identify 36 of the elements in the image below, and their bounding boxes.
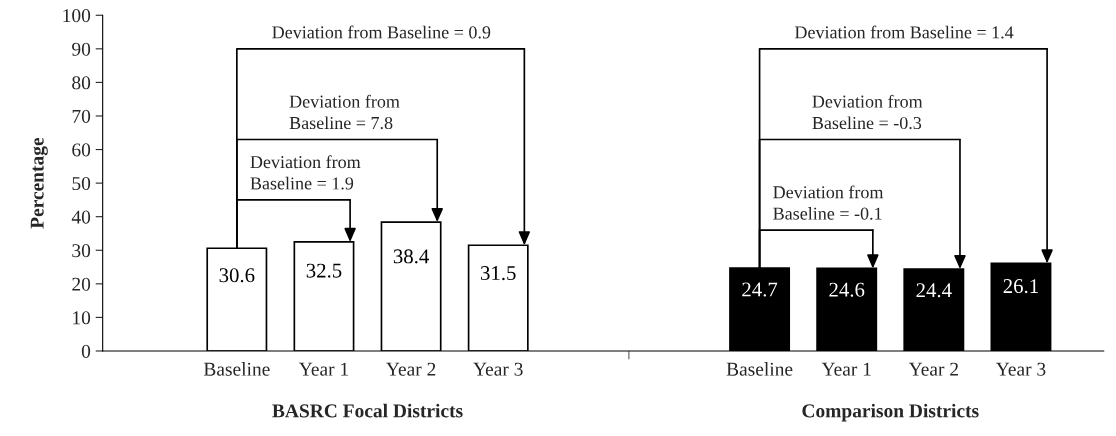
x-tick-label: Baseline: [726, 362, 793, 376]
y-tick-label: 10: [73, 311, 91, 325]
data-label: 24.7: [742, 282, 778, 297]
y-tick-label: 80: [72, 76, 91, 90]
data-label: 30.6: [219, 268, 255, 283]
x-tick-label: Year 1: [298, 362, 349, 376]
y-tick-label: 20: [72, 277, 91, 291]
annotation: Deviation from Baseline = 7.8: [289, 94, 400, 130]
x-tick-label: Year 1: [821, 362, 871, 376]
y-tick-label: 40: [71, 210, 91, 224]
data-label: 26.1: [1003, 279, 1038, 294]
y-tick-label: 100: [63, 9, 91, 23]
annotation: Deviation from Baseline = 0.9: [272, 25, 491, 39]
y-tick-label: 50: [72, 176, 91, 191]
y-tick-label: 90: [72, 42, 91, 56]
data-label: 32.5: [306, 263, 342, 278]
data-label: 31.5: [480, 266, 516, 281]
x-tick-label: Baseline: [203, 362, 270, 376]
x-tick-label: Year 2: [908, 362, 958, 376]
text: Comparison Districts: [802, 403, 979, 422]
x-tick-label: Year 2: [386, 362, 436, 376]
x-tick-label: Year 3: [473, 362, 523, 376]
annotation: Deviation from Baseline = -0.3: [812, 94, 923, 130]
data-label: 24.6: [829, 282, 865, 297]
annotation: Deviation from Baseline = -0.1: [773, 185, 884, 220]
data-label: 24.4: [916, 283, 952, 298]
annotation: Deviation from Baseline = 1.4: [794, 25, 1014, 39]
data-label: 38.4: [393, 249, 429, 264]
y-tick-label: 70: [72, 109, 91, 123]
y-tick-label: 0: [81, 344, 91, 358]
annotation: Deviation from Baseline = 1.9: [250, 155, 361, 190]
text: BASRC Focal Districts: [272, 403, 463, 418]
y-axis-title: Percentage: [30, 137, 48, 229]
x-tick-label: Year 3: [995, 362, 1046, 376]
y-tick-label: 30: [72, 244, 91, 258]
y-tick-label: 60: [72, 143, 91, 157]
